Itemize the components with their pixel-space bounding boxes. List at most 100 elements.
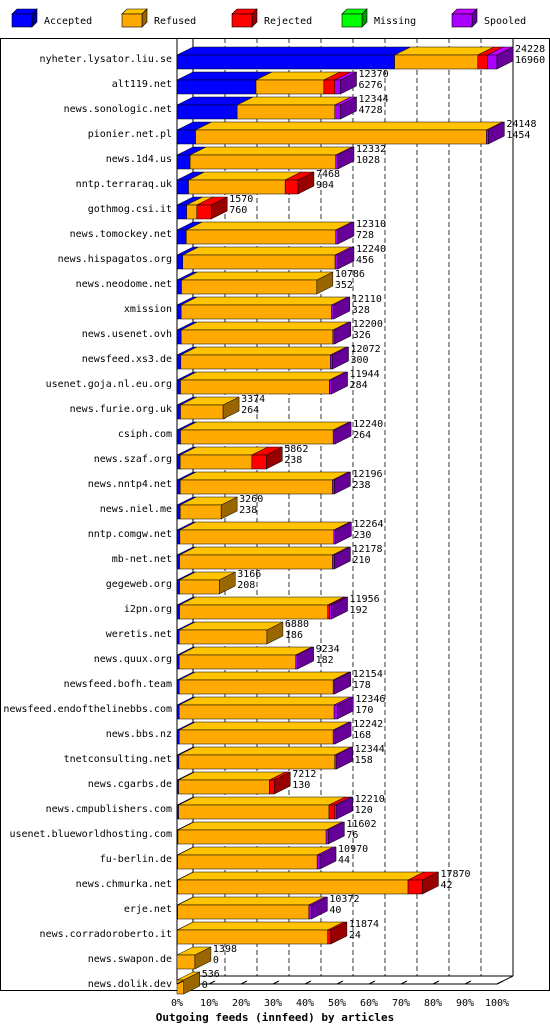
accepted-label: 42	[440, 880, 452, 891]
bar-segment-refused	[179, 604, 328, 620]
bar-segment-side-spooled	[337, 221, 355, 245]
bar-segment-spooled	[334, 254, 339, 270]
bar-segment-accepted	[176, 479, 181, 495]
x-tick	[240, 980, 248, 985]
bar-segment-accepted	[176, 604, 180, 620]
bar-segment-side-rejected	[330, 921, 348, 945]
bar-segment-top-refused	[178, 771, 286, 781]
x-tick	[400, 980, 408, 985]
bar-segment-spooled	[308, 904, 312, 920]
bar-segment-refused	[179, 554, 333, 570]
offered-label: 12072	[351, 344, 381, 355]
bar-segment-refused	[188, 179, 286, 195]
bar-segment-top-accepted	[176, 46, 411, 56]
bar-segment-refused	[179, 479, 333, 495]
x-tick-label: 40%	[296, 998, 314, 1009]
bar-segment-side-spooled	[488, 121, 505, 145]
bar-segment-refused	[186, 204, 198, 220]
category-label: news.1d4.us	[106, 154, 172, 165]
bar-segment-top-refused	[180, 371, 346, 381]
offered-label: 10372	[329, 894, 359, 905]
bar-segment-accepted	[176, 454, 181, 470]
bar-segment-spooled	[335, 154, 339, 170]
x-tick-label: 80%	[424, 998, 442, 1009]
category-label: news.usenet.ovh	[82, 329, 172, 340]
bar-segment-top-refused	[195, 121, 503, 131]
bar-segment-side-rejected	[297, 171, 315, 195]
bar-segment-side-rejected	[422, 871, 439, 895]
bar-row-news-quux-org	[176, 646, 314, 670]
legend-item-rejected: Rejected	[231, 8, 312, 28]
offered-label: 12196	[352, 469, 382, 480]
bar-segment-side-spooled	[335, 521, 352, 545]
bar-row-news-1d4-us	[176, 146, 355, 170]
bar-segment-side-spooled	[333, 296, 351, 320]
category-label: newsfeed.xs3.de	[82, 354, 172, 365]
bar-segment-top-refused	[178, 796, 346, 806]
bar-segment-spooled	[332, 479, 335, 495]
bar-segment-refused	[255, 79, 325, 95]
category-label: erje.net	[124, 904, 172, 915]
x-tick	[176, 980, 184, 985]
bar-segment-rejected	[407, 879, 423, 895]
bar-segment-refused	[186, 229, 336, 245]
accepted-label: 326	[353, 330, 371, 341]
legend-item-spooled: Spooled	[451, 8, 526, 28]
x-tick	[208, 980, 216, 985]
category-label: news.neodome.net	[76, 279, 172, 290]
bar-row-nyheter-lysator-liu-se	[176, 46, 514, 70]
bar-segment-refused	[179, 529, 335, 545]
accepted-label: 210	[352, 555, 370, 566]
accepted-label: 264	[353, 430, 371, 441]
offered-label: 17870	[440, 869, 470, 880]
bar-segment-top-refused	[188, 171, 302, 181]
accepted-label: 24	[349, 930, 361, 941]
accepted-label: 1454	[506, 130, 530, 141]
bar-segment-accepted	[176, 229, 187, 245]
bar-segment-spooled	[332, 429, 336, 445]
bar-segment-refused	[178, 729, 334, 745]
bar-segment-top-refused	[179, 521, 350, 531]
accepted-label: 44	[338, 855, 350, 866]
bar-segment-top-accepted	[176, 71, 273, 81]
bar-segment-side-spooled	[336, 796, 353, 820]
bar-segment-refused	[178, 804, 330, 820]
bar-row-news-dolik-dev	[176, 971, 200, 995]
bar-segment-refused	[180, 304, 332, 320]
x-tick	[464, 980, 472, 985]
bar-segment-top-refused	[178, 746, 351, 756]
bar-segment-refused	[180, 354, 331, 370]
bar-segment-top-refused	[190, 146, 352, 156]
bar-segment-spooled	[486, 129, 489, 145]
offered-label: 7468	[316, 169, 340, 180]
legend-item-accepted: Accepted	[11, 8, 92, 28]
bar-segment-top-refused	[181, 296, 348, 306]
bar-row-news-bbs-nz	[176, 721, 352, 745]
offered-label: 3166	[237, 569, 261, 580]
bar-segment-side-spooled	[334, 671, 352, 695]
bar-segment-accepted	[176, 554, 180, 570]
bar-segment-refused	[178, 704, 335, 720]
offered-label: 3260	[239, 494, 263, 505]
bar-segment-rejected	[269, 779, 275, 795]
offered-label: 12370	[359, 69, 389, 80]
bar-segment-side-refused	[194, 946, 212, 970]
accepted-label: 238	[239, 505, 257, 516]
bar-segment-side-spooled	[334, 421, 352, 445]
bar-segment-refused	[189, 154, 336, 170]
bar-row-nntp-comgw-net	[176, 521, 352, 545]
bar-segment-spooled	[332, 329, 336, 345]
bar-row-newsfeed-bofh-team	[176, 671, 352, 695]
bar-segment-refused	[177, 929, 328, 945]
x-tick-label: 10%	[200, 998, 218, 1009]
bar-segment-rejected	[477, 54, 488, 70]
legend-label: Spooled	[484, 16, 526, 27]
bar-segment-side-spooled	[319, 846, 337, 870]
offered-label: 12240	[353, 419, 383, 430]
bar-segment-refused	[394, 54, 479, 70]
legend-swatch	[121, 13, 143, 28]
bar-segment-spooled	[331, 304, 335, 320]
bar-segment-accepted	[176, 204, 187, 220]
bar-row-news-tomockey-net	[176, 221, 355, 245]
